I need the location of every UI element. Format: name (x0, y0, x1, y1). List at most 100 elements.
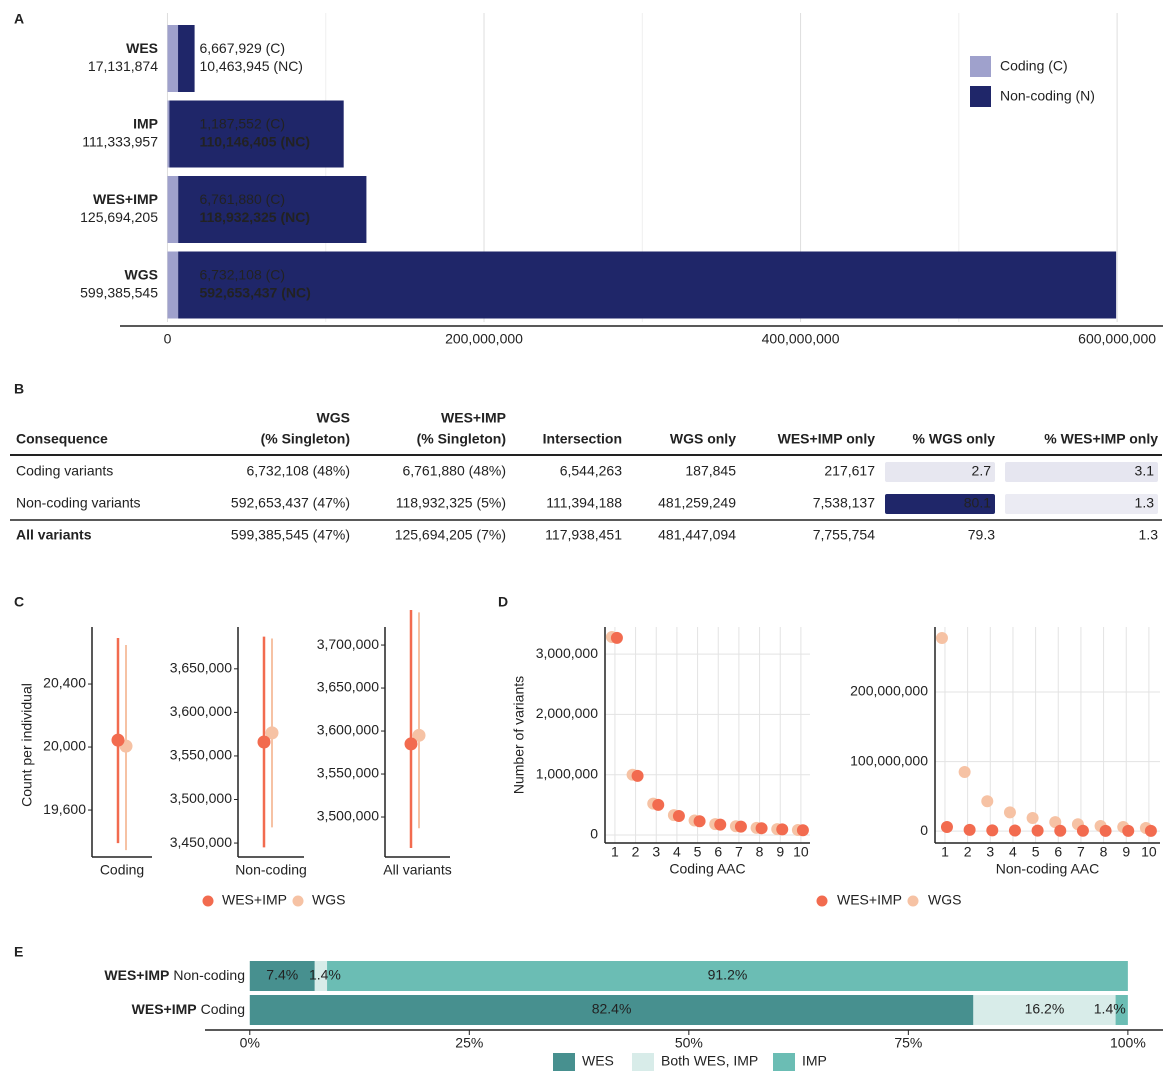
legend-label: WES (582, 1053, 614, 1069)
legend-swatch (773, 1053, 795, 1071)
point (1076, 824, 1089, 837)
x-tick-label: 2 (632, 844, 640, 860)
x-tick-label: 0 (164, 331, 172, 347)
point (714, 818, 727, 831)
y-tick-label: 20,400 (43, 675, 86, 691)
x-tick-label: 1 (611, 844, 619, 860)
x-tick-label: 3 (652, 844, 660, 860)
x-tick-label: 600,000,000 (1078, 331, 1156, 347)
heat-cell (1005, 462, 1158, 482)
table-cell: 1.3 (1135, 495, 1155, 511)
x-tick-label: All variants (383, 862, 451, 878)
y-tick-label: 3,000,000 (536, 645, 598, 661)
x-tick-label: Coding (100, 862, 144, 878)
column-header: % WGS only (913, 431, 996, 447)
legend-label: IMP (802, 1053, 827, 1069)
panel-label: C (14, 594, 24, 610)
table-cell: 599,385,545 (47%) (231, 527, 350, 543)
point (693, 815, 706, 828)
legend-swatch (202, 895, 214, 907)
category-label: WES+IMP (93, 191, 158, 207)
y-tick-label: 3,450,000 (170, 834, 232, 850)
point (1144, 824, 1157, 837)
table-cell: 187,845 (685, 463, 736, 479)
heat-cell (885, 494, 995, 514)
category-label-part: WES+IMP (104, 967, 169, 983)
point (1122, 824, 1135, 837)
category-total: 599,385,545 (80, 285, 158, 301)
table-cell: 6,761,880 (48%) (402, 463, 506, 479)
legend-label: WGS (928, 892, 961, 908)
value-label: 1,187,552 (C) (199, 116, 285, 132)
bar-segment (178, 176, 367, 243)
table-cell: 2.7 (972, 463, 992, 479)
bar-segment (327, 961, 1128, 991)
value-label: 1.4% (1094, 1001, 1126, 1017)
table-cell: 125,694,205 (7%) (395, 527, 506, 543)
point (935, 631, 948, 644)
x-tick-label: 10 (1141, 844, 1157, 860)
table-cell: 6,544,263 (560, 463, 622, 479)
point (986, 824, 999, 837)
panel-label: E (14, 944, 23, 960)
value-label: 110,146,405 (NC) (199, 134, 310, 150)
table-cell: 79.3 (968, 527, 995, 543)
x-axis-title: Non-coding AAC (996, 861, 1100, 877)
value-label: 6,761,880 (C) (199, 191, 285, 207)
y-tick-label: 3,500,000 (170, 790, 232, 806)
value-label: 1.4% (309, 967, 341, 983)
legend-swatch (970, 56, 991, 77)
bar-segment (167, 176, 179, 243)
x-tick-label: 4 (1009, 844, 1017, 860)
legend-label: Coding (C) (1000, 58, 1068, 74)
bar-segment (169, 100, 344, 168)
table-cell: 111,394,188 (546, 495, 622, 511)
table-cell: 481,447,094 (658, 527, 736, 543)
y-tick-label: 20,000 (43, 738, 86, 754)
legend-label: WES+IMP (837, 892, 902, 908)
x-axis-title: Coding AAC (669, 861, 745, 877)
x-tick-label: 8 (1100, 844, 1108, 860)
x-tick-label: 75% (894, 1035, 922, 1051)
x-tick-label: 5 (1032, 844, 1040, 860)
point (755, 822, 768, 835)
y-axis-title: Number of variants (511, 676, 527, 794)
category-total: 111,333,957 (82, 134, 158, 150)
x-tick-label: 400,000,000 (762, 331, 840, 347)
point (1003, 806, 1016, 819)
value-label: 10,463,945 (NC) (199, 58, 303, 74)
point (734, 820, 747, 833)
x-tick-label: 7 (735, 844, 743, 860)
value-label: 7.4% (266, 967, 298, 983)
point (1008, 824, 1021, 837)
table-cell: 217,617 (824, 463, 875, 479)
value-label: 592,653,437 (NC) (199, 285, 310, 301)
x-tick-label: 200,000,000 (445, 331, 523, 347)
category-total: 17,131,874 (88, 58, 158, 74)
y-tick-label: 3,650,000 (317, 679, 379, 695)
y-axis-title: Count per individual (19, 683, 35, 807)
y-tick-label: 3,600,000 (170, 703, 232, 719)
x-tick-label: 3 (986, 844, 994, 860)
y-tick-label: 3,550,000 (170, 747, 232, 763)
legend-swatch (632, 1053, 654, 1071)
table-cell: Non-coding variants (16, 495, 141, 511)
point (981, 795, 994, 808)
column-header: (% Singleton) (417, 431, 506, 447)
x-tick-label: 6 (714, 844, 722, 860)
point (111, 733, 125, 747)
table-cell: 592,653,437 (47%) (231, 495, 350, 511)
x-tick-label: Non-coding (235, 862, 307, 878)
legend-label: Non-coding (N) (1000, 88, 1095, 104)
bar-segment (167, 25, 179, 92)
y-tick-label: 3,700,000 (317, 636, 379, 652)
point (1026, 811, 1039, 824)
category-label: WES+IMP Coding (132, 1001, 245, 1017)
point (776, 823, 789, 836)
bar-segment (178, 251, 1117, 319)
point (1054, 824, 1067, 837)
category-label: IMP (133, 116, 158, 132)
table-cell: 7,755,754 (813, 527, 875, 543)
